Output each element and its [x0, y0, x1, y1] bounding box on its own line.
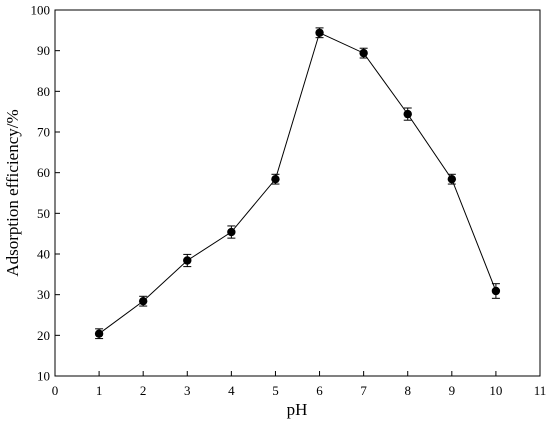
x-axis-ticks: 0 1 2 3 4 5 6 7 8 9 10 11 — [52, 371, 547, 398]
y-tick-label: 10 — [37, 369, 50, 384]
x-tick-label: 4 — [228, 383, 235, 398]
plot-frame — [54, 9, 541, 377]
x-tick-label: 10 — [489, 383, 502, 398]
x-tick-label: 8 — [404, 383, 411, 398]
y-tick-label: 90 — [37, 43, 50, 58]
data-point — [315, 27, 324, 39]
data-point — [447, 173, 457, 185]
y-axis-title: Adsorption efficiency/% — [3, 109, 22, 276]
data-marker — [94, 329, 104, 338]
data-marker — [359, 48, 368, 58]
x-tick-label: 1 — [96, 383, 103, 398]
data-marker — [138, 296, 148, 306]
data-marker — [315, 28, 324, 37]
y-tick-label: 40 — [37, 247, 50, 262]
x-tick-label: 6 — [316, 383, 323, 398]
data-marker — [271, 174, 280, 184]
data-series — [94, 27, 501, 340]
series-line — [98, 32, 497, 335]
data-marker — [491, 286, 501, 296]
data-marker — [447, 174, 457, 184]
y-tick-label: 100 — [31, 3, 51, 18]
data-point — [94, 328, 104, 340]
data-marker — [403, 109, 412, 119]
x-tick-label: 5 — [272, 383, 279, 398]
x-tick-label: 11 — [534, 383, 547, 398]
x-tick-label: 3 — [184, 383, 191, 398]
data-marker — [183, 256, 192, 265]
data-point — [359, 47, 368, 59]
data-point — [138, 295, 148, 307]
data-point — [403, 107, 412, 121]
data-point — [271, 173, 280, 185]
data-point — [491, 283, 501, 299]
x-tick-label: 2 — [140, 383, 147, 398]
x-axis-title: pH — [287, 400, 308, 419]
y-tick-label: 30 — [37, 287, 50, 302]
x-tick-label: 9 — [449, 383, 456, 398]
y-tick-label: 80 — [37, 84, 50, 99]
x-tick-label: 0 — [52, 383, 59, 398]
data-marker — [227, 227, 236, 237]
y-tick-label: 70 — [37, 125, 50, 140]
x-tick-label: 7 — [360, 383, 367, 398]
y-axis-ticks: 10 20 30 40 50 60 70 80 90 100 — [31, 3, 60, 384]
data-point — [183, 253, 192, 268]
y-tick-label: 50 — [37, 206, 50, 221]
y-tick-label: 60 — [37, 165, 50, 180]
data-point — [227, 225, 236, 239]
y-tick-label: 20 — [37, 328, 50, 343]
